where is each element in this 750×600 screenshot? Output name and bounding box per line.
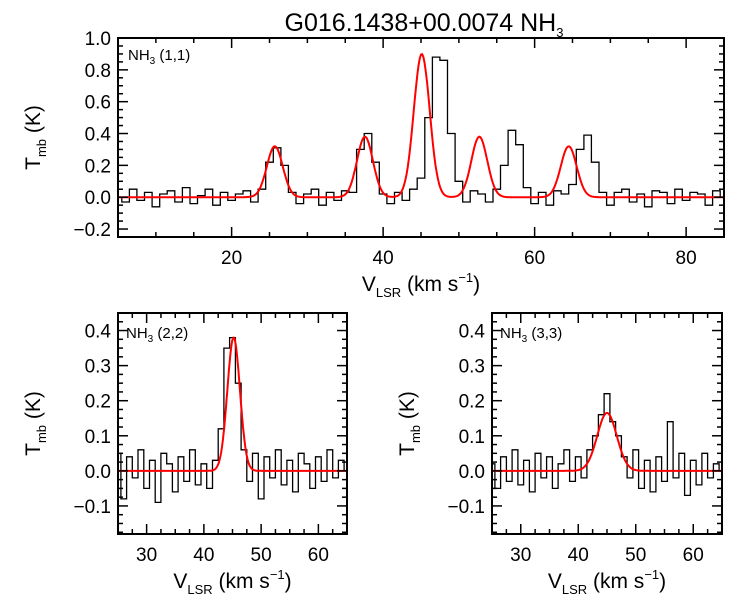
x-axis-label: VLSR (km s−1) bbox=[548, 567, 666, 597]
plot-frame bbox=[117, 312, 348, 535]
y-tick-label: 0.6 bbox=[85, 93, 111, 114]
y-tick-label: 0.2 bbox=[85, 392, 111, 413]
panel-label: NH3 (3,3) bbox=[500, 325, 562, 345]
gaussian-fit bbox=[492, 412, 722, 472]
x-tick-label: 60 bbox=[524, 248, 545, 269]
y-tick-label: 0.1 bbox=[85, 427, 111, 448]
x-tick-label: 30 bbox=[136, 545, 157, 566]
x-tick-label: 40 bbox=[193, 545, 214, 566]
plot-frame bbox=[117, 37, 725, 238]
observed-spectrum bbox=[118, 56, 724, 208]
y-axis-label: Tmb (K) bbox=[22, 105, 49, 170]
observed-spectrum bbox=[492, 393, 722, 497]
x-tick-label: 80 bbox=[676, 248, 697, 269]
x-tick-label: 50 bbox=[625, 545, 646, 566]
y-tick-label: 0.3 bbox=[459, 357, 485, 378]
y-tick-label: 0.0 bbox=[85, 462, 111, 483]
y-tick-label: −0.2 bbox=[73, 220, 111, 241]
plot-frame bbox=[491, 312, 723, 535]
panel-label: NH3 (1,1) bbox=[128, 47, 190, 67]
y-tick-label: 0.1 bbox=[459, 427, 485, 448]
y-tick-label: 0.2 bbox=[459, 392, 485, 413]
x-axis-label: VLSR (km s−1) bbox=[173, 567, 291, 597]
y-tick-label: −0.1 bbox=[73, 497, 111, 518]
x-axis-label: VLSR (km s−1) bbox=[362, 270, 480, 300]
x-tick-label: 40 bbox=[373, 248, 394, 269]
x-tick-label: 40 bbox=[568, 545, 589, 566]
x-tick-label: 60 bbox=[308, 545, 329, 566]
y-tick-label: 0.4 bbox=[85, 125, 112, 146]
observed-spectrum bbox=[118, 336, 347, 504]
y-tick-label: −0.1 bbox=[447, 497, 485, 518]
gaussian-fit bbox=[118, 52, 724, 199]
x-tick-label: 60 bbox=[683, 545, 704, 566]
y-tick-label: 0.2 bbox=[85, 156, 111, 177]
panel-nh3-22: 30 40 50 60 −0.1 0.0 0.1 0.2 0.3 0.4 NH3 (2,2) VLSR… bbox=[22, 312, 348, 597]
y-tick-label: 0.4 bbox=[85, 322, 112, 343]
y-tick-label: 0.8 bbox=[85, 61, 111, 82]
figure-title: G016.1438+00.0074 NH3 bbox=[285, 9, 564, 40]
y-axis-label: Tmb (K) bbox=[22, 391, 49, 456]
y-tick-label: 1.0 bbox=[85, 29, 111, 50]
panel-label: NH3 (2,2) bbox=[126, 325, 188, 345]
panel-nh3-33: 30 40 50 60 −0.1 0.0 0.1 0.2 0.3 0.4 NH3 (3,3) VLSR… bbox=[396, 312, 723, 597]
y-tick-label: 0.0 bbox=[459, 462, 485, 483]
y-axis-label: Tmb (K) bbox=[396, 391, 423, 456]
x-tick-label: 30 bbox=[510, 545, 531, 566]
y-tick-label: 0.4 bbox=[459, 322, 486, 343]
panel-nh3-11: 20 40 60 80 −0.2 0.0 0.2 0.4 0.6 0.8 1.0 NH3 (1,1) V… bbox=[22, 29, 725, 300]
gaussian-fit bbox=[118, 336, 347, 472]
x-tick-label: 50 bbox=[251, 545, 272, 566]
x-tick-label: 20 bbox=[221, 248, 242, 269]
y-tick-label: 0.0 bbox=[85, 188, 111, 209]
y-tick-label: 0.3 bbox=[85, 357, 111, 378]
